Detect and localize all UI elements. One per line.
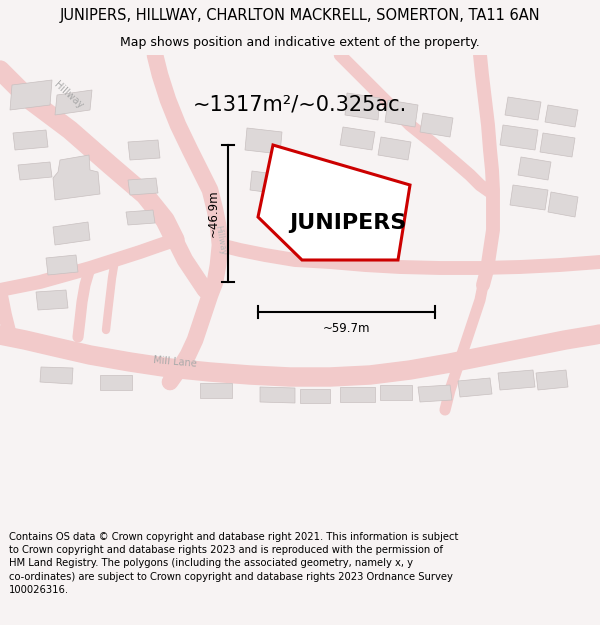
Polygon shape [53,155,100,200]
Text: Hillway: Hillway [52,79,85,111]
Polygon shape [540,133,575,157]
Polygon shape [548,192,578,217]
Polygon shape [40,367,73,384]
Polygon shape [498,370,535,390]
Text: Hillway: Hillway [213,224,227,256]
Polygon shape [458,378,492,397]
Polygon shape [340,387,375,402]
Polygon shape [300,389,330,403]
Polygon shape [13,130,48,150]
Polygon shape [46,255,78,275]
Polygon shape [18,162,52,180]
Polygon shape [128,140,160,160]
Polygon shape [10,80,52,110]
Text: Contains OS data © Crown copyright and database right 2021. This information is : Contains OS data © Crown copyright and d… [9,532,458,595]
Polygon shape [378,137,411,160]
Polygon shape [53,222,90,245]
Text: Map shows position and indicative extent of the property.: Map shows position and indicative extent… [120,36,480,49]
Text: JUNIPERS, HILLWAY, CHARLTON MACKRELL, SOMERTON, TA11 6AN: JUNIPERS, HILLWAY, CHARLTON MACKRELL, SO… [59,8,541,23]
Polygon shape [258,145,410,260]
Polygon shape [245,128,282,154]
Polygon shape [36,290,68,310]
Polygon shape [380,385,412,400]
Polygon shape [345,93,380,120]
Text: Mill Lane: Mill Lane [153,355,197,369]
Polygon shape [505,97,541,120]
Polygon shape [200,383,232,398]
Polygon shape [128,178,158,195]
Polygon shape [340,127,375,150]
Polygon shape [536,370,568,390]
Polygon shape [55,90,92,115]
Polygon shape [126,210,155,225]
Text: JUNIPERS: JUNIPERS [290,213,407,233]
Text: ~46.9m: ~46.9m [207,190,220,238]
Polygon shape [385,100,418,127]
Polygon shape [510,185,548,210]
Polygon shape [420,113,453,137]
Text: ~59.7m: ~59.7m [323,322,370,335]
Polygon shape [100,375,132,390]
Polygon shape [260,387,295,403]
Polygon shape [500,125,538,150]
Polygon shape [250,171,282,194]
Polygon shape [518,157,551,180]
Polygon shape [545,105,578,127]
Polygon shape [418,385,452,402]
Text: ~1317m²/~0.325ac.: ~1317m²/~0.325ac. [193,95,407,115]
Polygon shape [285,157,320,180]
